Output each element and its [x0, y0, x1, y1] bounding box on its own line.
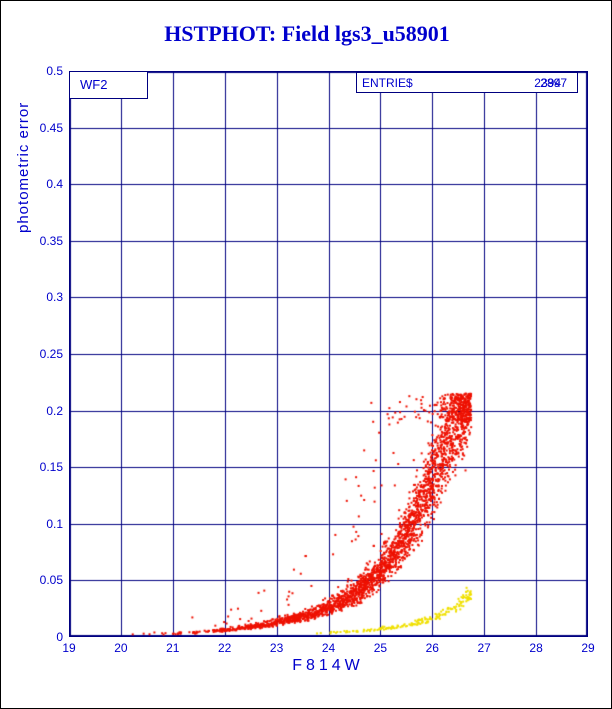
y-tick-label: 0.4	[46, 177, 63, 192]
detector-label: WF2	[80, 77, 108, 92]
x-tick-label: 28	[529, 641, 543, 655]
y-tick-label: 0.15	[39, 460, 63, 475]
y-tick-label: 0.45	[39, 120, 63, 135]
x-tick-label: 26	[425, 641, 439, 655]
entries-box: ENTRIE$ 2897 2394	[356, 72, 578, 93]
y-tick-label: 0	[56, 630, 63, 644]
x-tick-label: 22	[218, 641, 232, 655]
detector-label-box: WF2	[69, 71, 148, 99]
x-axis-title: F814W	[292, 657, 364, 674]
y-tick-label: 0.1	[46, 516, 63, 531]
y-tick-label: 0.35	[39, 233, 63, 248]
x-tick-label: 20	[114, 641, 128, 655]
entries-value-1: 2897	[540, 76, 567, 90]
x-tick-label: 23	[269, 641, 284, 655]
entries-value-2: 2394	[534, 76, 561, 90]
x-tick-label: 25	[373, 641, 388, 655]
y-tick-label: 0.25	[39, 347, 63, 361]
x-tick-label: 19	[62, 641, 76, 655]
scatter-plot-canvas	[69, 71, 588, 637]
x-tick-label: 29	[581, 641, 595, 655]
y-tick-label: 0.5	[46, 64, 63, 78]
y-tick-label: 0.3	[46, 290, 63, 305]
entries-label: ENTRIE$	[362, 76, 413, 90]
y-tick-label: 0.05	[39, 573, 63, 588]
page-title: HSTPHOT: Field lgs3_u58901	[164, 21, 450, 46]
x-tick-label: 27	[477, 641, 491, 655]
x-tick-label: 24	[321, 641, 336, 655]
y-tick-label: 0.2	[46, 403, 63, 418]
x-tick-label: 21	[166, 641, 180, 655]
